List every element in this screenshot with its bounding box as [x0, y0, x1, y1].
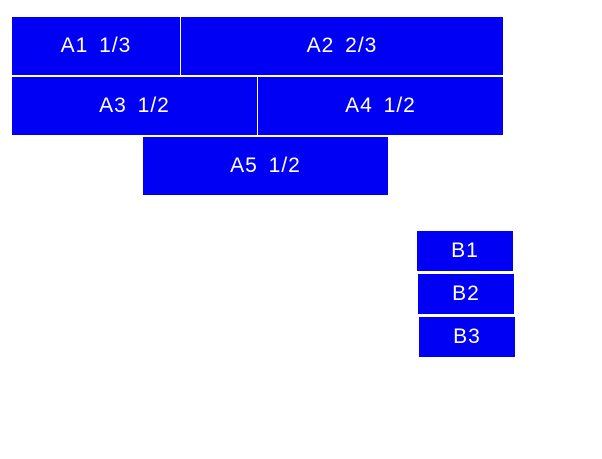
- box-a1-label: A1 1/3: [60, 34, 132, 57]
- box-a5-label: A5 1/2: [230, 154, 301, 177]
- box-b3[interactable]: B3: [419, 317, 515, 357]
- box-b3-label: B3: [453, 325, 481, 348]
- box-a1[interactable]: A1 1/3: [12, 17, 180, 75]
- box-a2[interactable]: A2 2/3: [181, 17, 503, 75]
- box-a2-label: A2 2/3: [306, 34, 378, 57]
- box-b2-label: B2: [452, 282, 480, 305]
- box-a3[interactable]: A3 1/2: [12, 77, 257, 135]
- box-b2[interactable]: B2: [418, 274, 514, 314]
- box-b1-label: B1: [451, 239, 479, 262]
- box-a4-label: A4 1/2: [345, 94, 416, 117]
- box-b1[interactable]: B1: [417, 231, 513, 271]
- box-a5[interactable]: A5 1/2: [143, 137, 388, 195]
- box-a3-label: A3 1/2: [99, 94, 170, 117]
- box-a4[interactable]: A4 1/2: [258, 77, 503, 135]
